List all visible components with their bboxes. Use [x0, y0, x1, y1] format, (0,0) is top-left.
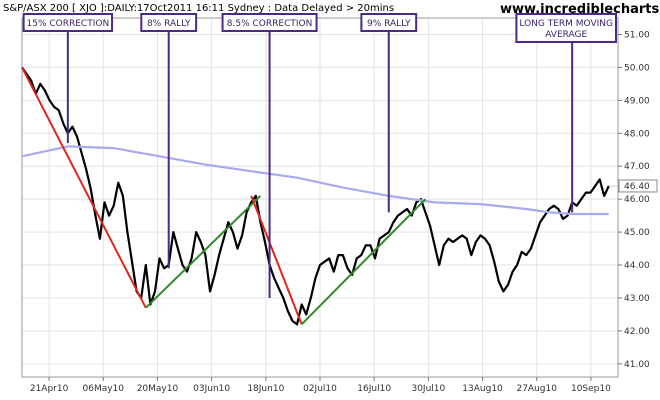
y-tick-label: 50.00 — [624, 63, 650, 73]
annotation-label: 15% CORRECTION — [27, 19, 110, 29]
annotation-box — [140, 13, 198, 32]
y-tick-label: 51.00 — [624, 30, 650, 40]
x-tick-label: 20May10 — [137, 384, 179, 394]
rally-trend-line — [145, 195, 262, 309]
annotation-box — [221, 13, 318, 32]
y-axis-ticks: 41.00 42.00 43.00 44.00 45.00 46.00 47.00 48.00… — [618, 30, 658, 370]
x-tick-label: 18Jun10 — [247, 384, 284, 394]
x-tick-label: 27Aug10 — [516, 384, 557, 394]
annotations: 15% CORRECTION 8% RALLY 8.5% CORRECTION 9% … — [22, 13, 618, 298]
price-line — [21, 66, 610, 326]
chart-header: S&P/ASX 200 [ XJO ]:DAILY:17Oct2011 16:1… — [3, 3, 394, 14]
y-tick-label: 45.00 — [624, 228, 650, 238]
annotation-box — [22, 13, 114, 32]
y-tick-label: 42.00 — [624, 327, 650, 337]
annotation-label: 9% RALLY — [367, 19, 411, 29]
x-tick-label: 03Jun10 — [193, 384, 230, 394]
x-tick-label: 13Aug10 — [462, 384, 503, 394]
x-tick-label: 06May10 — [83, 384, 125, 394]
y-tick-label: 43.00 — [624, 294, 650, 304]
annotation-label: 8.5% CORRECTION — [227, 19, 313, 29]
gridlines — [22, 18, 618, 377]
x-tick-label: 30Jul10 — [411, 384, 445, 394]
x-tick-label: 21Apr10 — [30, 384, 69, 394]
x-axis-ticks: 21Apr10 06May10 20May10 03Jun10 18Jun10 02Jul… — [30, 377, 611, 394]
series-layer — [21, 66, 618, 326]
y-tick-label: 48.00 — [624, 129, 650, 139]
annotation-label: AVERAGE — [545, 30, 587, 40]
rally-trend-line — [300, 198, 427, 326]
annotation-label: 8% RALLY — [147, 19, 191, 29]
x-tick-label: 16Jul10 — [357, 384, 391, 394]
y-tick-label: 47.00 — [624, 162, 650, 172]
y-tick-label: 41.00 — [624, 360, 650, 370]
moving-average-line — [21, 145, 609, 216]
last-value-label: 46.40 — [624, 182, 650, 192]
trend-lines — [21, 66, 427, 326]
annotation-box — [515, 13, 618, 43]
correction-trend-line — [250, 195, 303, 325]
x-tick-label: 02Jul10 — [303, 384, 337, 394]
y-tick-label: 46.00 — [624, 195, 650, 205]
annotation-box — [360, 13, 418, 32]
correction-trend-line — [21, 66, 147, 309]
x-tick-label: 10Sep10 — [571, 384, 611, 394]
last-value-box — [618, 179, 658, 193]
brand-watermark: www.incrediblecharts.com — [500, 2, 660, 17]
y-tick-label: 44.00 — [624, 261, 650, 271]
y-tick-label: 49.00 — [624, 96, 650, 106]
annotation-label: LONG TERM MOVING — [519, 19, 613, 29]
